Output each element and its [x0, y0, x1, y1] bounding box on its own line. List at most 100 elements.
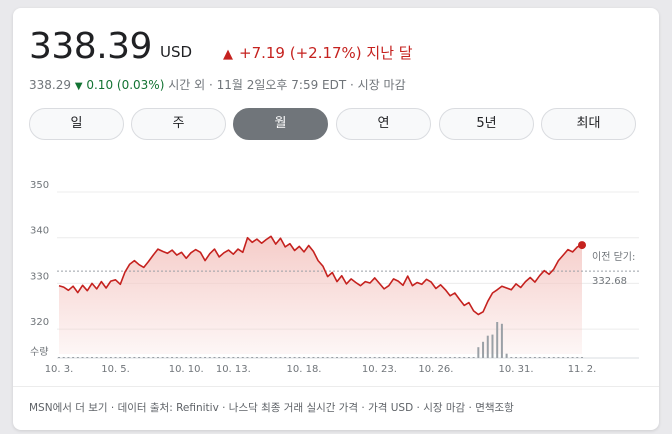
x-tick-label: 10. 23.: [362, 364, 397, 375]
tab-year[interactable]: 연: [336, 108, 431, 140]
volume-bar: [335, 357, 338, 358]
price-change: ▲ +7.19 (+2.17%) 지난 달: [223, 42, 413, 63]
volume-bar: [477, 347, 480, 358]
previous-close-label: 이전 닫기:: [592, 251, 635, 263]
x-tick-label: 10. 13.: [216, 364, 251, 375]
volume-bar: [204, 357, 207, 358]
stock-card: 338.39 USD ▲ +7.19 (+2.17%) 지난 달 338.29 ▼…: [13, 8, 659, 430]
volume-bar: [86, 357, 89, 358]
volume-bar: [538, 357, 541, 358]
volume-bar: [114, 357, 117, 358]
volume-bar: [279, 357, 282, 358]
volume-bar: [208, 357, 211, 358]
volume-bar: [368, 357, 371, 358]
volume-bar: [401, 357, 404, 358]
x-tick-label: 10. 26.: [418, 364, 453, 375]
volume-bar: [453, 357, 456, 358]
volume-bar: [354, 357, 357, 358]
volume-bar: [425, 357, 428, 358]
volume-bar: [406, 357, 409, 358]
price-line: [58, 235, 583, 316]
volume-bar: [62, 357, 65, 358]
volume-bar: [265, 357, 268, 358]
volume-bar: [67, 357, 70, 358]
volume-bar: [119, 357, 122, 358]
volume-bar: [420, 357, 423, 358]
volume-bar: [227, 357, 230, 358]
volume-bar: [510, 357, 513, 358]
currency-label: USD: [160, 43, 193, 61]
volume-bar: [345, 357, 348, 358]
volume-bar: [378, 357, 381, 358]
volume-bar: [95, 357, 98, 358]
volume-bar: [152, 357, 155, 358]
volume-bar: [392, 357, 395, 358]
volume-bar: [138, 357, 141, 358]
volume-bar: [321, 357, 324, 358]
volume-bar: [199, 357, 202, 358]
footer-attribution: MSN에서 더 보기 · 데이터 출처: Refinitiv · 나스닥 최종 …: [29, 402, 514, 414]
arrow-up-icon: ▲: [223, 47, 233, 62]
volume-bar: [467, 357, 470, 358]
y-tick-label: 320: [30, 317, 49, 328]
y-tick-label: 330: [30, 271, 49, 282]
volume-bar: [232, 357, 235, 358]
volume-bar: [364, 357, 367, 358]
after-hours-row: 338.29 ▼ 0.10 (0.03%) 시간 외 · 11월 2일오후 7:…: [29, 76, 406, 93]
volume-bar: [434, 357, 437, 358]
price-change-text: +7.19 (+2.17%) 지난 달: [239, 44, 413, 62]
volume-bar: [496, 322, 499, 358]
volume-bar: [312, 357, 315, 358]
volume-bar: [175, 357, 178, 358]
tab-month[interactable]: 월: [233, 108, 328, 140]
volume-bar: [383, 357, 386, 358]
volume-bar: [359, 357, 362, 358]
volume-bar: [293, 357, 296, 358]
volume-bar: [397, 357, 400, 358]
tab-max[interactable]: 최대: [541, 108, 636, 140]
volume-bar: [284, 357, 287, 358]
current-price: 338.39: [29, 26, 152, 67]
volume-bar: [373, 357, 376, 358]
last-price-dot: [578, 241, 586, 250]
volume-bar: [529, 357, 532, 358]
volume-bar: [571, 357, 574, 358]
y-tick-label: 340: [30, 226, 49, 237]
tab-week[interactable]: 주: [131, 108, 226, 140]
x-tick-label: 10. 31.: [499, 364, 534, 375]
volume-bar: [500, 323, 503, 358]
volume-bar: [142, 357, 145, 358]
volume-bar: [128, 357, 131, 358]
volume-bar: [133, 357, 136, 358]
volume-bar: [505, 353, 508, 358]
volume-bar: [222, 357, 225, 358]
price-chart[interactable]: 350 340 330 320 이전 닫기: 332.68 수량 10. 3. 10. 5. 10…: [13, 158, 659, 383]
tab-5-years[interactable]: 5년: [439, 108, 534, 140]
volume-bar: [260, 357, 263, 358]
volume-bar: [218, 357, 221, 358]
y-tick-label: 350: [30, 180, 49, 191]
volume-bar: [562, 357, 565, 358]
volume-bar: [439, 357, 442, 358]
x-tick-label: 10. 10.: [169, 364, 204, 375]
volume-bar: [105, 357, 108, 358]
arrow-down-icon: ▼: [74, 81, 83, 92]
volume-bar: [449, 357, 452, 358]
volume-bar: [76, 357, 79, 358]
volume-bar: [180, 357, 183, 358]
volume-bar: [109, 357, 112, 358]
volume-bar: [411, 357, 414, 358]
price-area: [59, 236, 582, 354]
volume-bar: [237, 357, 240, 358]
volume-bar: [548, 357, 551, 358]
volume-bar: [307, 357, 310, 358]
tab-day[interactable]: 일: [29, 108, 124, 140]
x-tick-label: 11. 2.: [568, 364, 597, 375]
volume-bar: [58, 357, 60, 358]
volume-bar: [100, 357, 103, 358]
volume-bar: [458, 357, 461, 358]
volume-bar: [246, 357, 249, 358]
volume-bar: [486, 335, 489, 358]
volume-bar: [317, 357, 320, 358]
after-hours-change: 0.10 (0.03%): [86, 78, 165, 92]
